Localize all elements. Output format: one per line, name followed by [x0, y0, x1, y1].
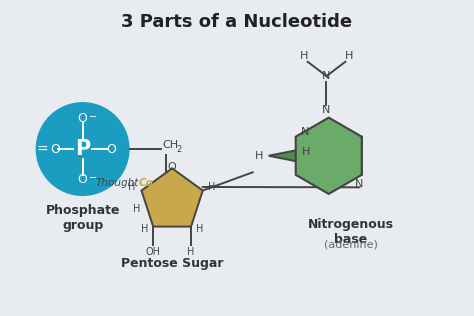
- Text: H: H: [208, 182, 215, 192]
- Polygon shape: [269, 137, 362, 175]
- Polygon shape: [296, 118, 362, 194]
- Text: H: H: [345, 52, 353, 61]
- Text: =: =: [37, 143, 49, 157]
- Text: Co.: Co.: [138, 178, 157, 188]
- Circle shape: [36, 102, 129, 196]
- Text: Thought: Thought: [95, 178, 138, 188]
- Text: Pentose Sugar: Pentose Sugar: [121, 257, 223, 270]
- Text: H: H: [128, 182, 135, 192]
- Text: O: O: [78, 173, 88, 186]
- Text: N: N: [355, 179, 364, 189]
- Text: Phosphate
group: Phosphate group: [46, 204, 120, 232]
- Text: H: H: [255, 151, 263, 161]
- Text: N: N: [322, 71, 331, 81]
- Text: H: H: [301, 147, 310, 157]
- Polygon shape: [141, 168, 203, 227]
- Text: H: H: [187, 246, 195, 257]
- Text: H: H: [133, 204, 140, 214]
- Text: OH: OH: [146, 246, 161, 257]
- Text: O: O: [78, 112, 88, 125]
- Text: N: N: [301, 127, 309, 137]
- Text: O: O: [168, 161, 176, 172]
- Text: H: H: [141, 224, 148, 234]
- Text: H: H: [300, 52, 308, 61]
- Polygon shape: [296, 118, 362, 194]
- Text: O: O: [106, 143, 116, 155]
- Text: 3 Parts of a Nucleotide: 3 Parts of a Nucleotide: [121, 13, 353, 31]
- Text: Nitrogenous
base: Nitrogenous base: [308, 218, 394, 246]
- Text: −: −: [89, 173, 97, 183]
- Text: (adenine): (adenine): [324, 240, 378, 250]
- Text: CH: CH: [162, 140, 178, 149]
- Text: −: −: [89, 112, 97, 122]
- Text: O: O: [50, 143, 60, 155]
- Text: P: P: [75, 139, 90, 159]
- Text: H: H: [196, 224, 204, 234]
- Text: 2: 2: [177, 145, 182, 155]
- Text: N: N: [322, 105, 331, 115]
